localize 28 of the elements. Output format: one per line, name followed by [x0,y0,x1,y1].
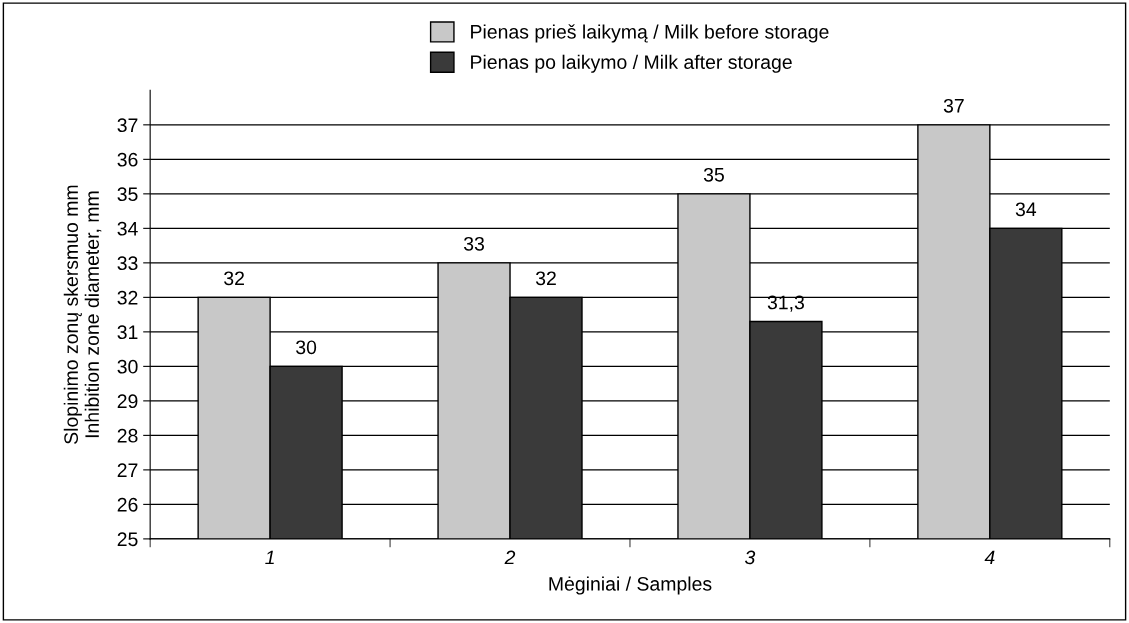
y-axis-title: Slopinimo zonų skersmuo mm Inhibition zone diameter, mm [63,185,102,444]
data-label: 37 [943,98,964,113]
y-tick-label: 36 [117,152,138,167]
y-tick-label: 33 [117,256,138,271]
y-tick-label: 27 [117,463,138,477]
y-tick-label: 25 [117,532,138,547]
data-label: 35 [703,167,724,182]
x-axis-title: Mėginiai / Samples [549,576,712,595]
y-tick-label: 37 [117,118,138,133]
x-tick-label: 2 [504,550,516,565]
x-tick-label: 3 [744,550,756,565]
y-tick-label: 31 [117,325,138,340]
y-tick-label: 32 [117,290,138,305]
y-tick-label: 34 [117,221,138,236]
data-label: 32 [224,271,244,286]
y-tick-label: 26 [117,497,138,512]
y-tick-label: 35 [117,187,138,202]
data-label: 32 [535,271,556,286]
legend-label: Pienas po laikymo / Milk after storage [471,54,792,73]
data-label: 30 [296,340,317,355]
y-tick-label: 28 [117,428,138,443]
data-label: 33 [463,236,484,251]
x-tick-label: 4 [984,550,995,565]
x-tick-label: 1 [265,550,274,565]
data-label: 34 [1015,202,1037,217]
y-tick-label: 29 [117,394,138,409]
legend-label: Pienas prieš laikymą / Milk before storage [471,24,829,43]
y-tick-label: 30 [117,359,138,374]
